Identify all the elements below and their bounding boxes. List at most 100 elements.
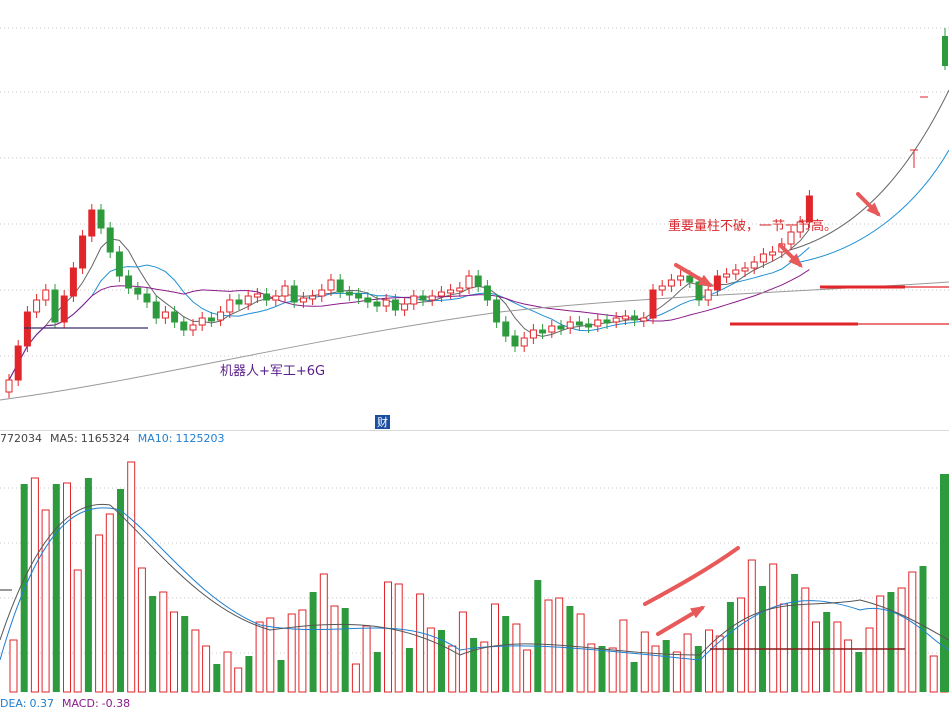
volume-bar — [9, 639, 18, 693]
macd-label: MACD: — [61, 697, 99, 710]
candle — [263, 293, 271, 301]
volume-bar — [566, 606, 574, 692]
candle — [42, 289, 50, 301]
volume-bar — [362, 625, 371, 693]
volume-bar — [394, 583, 403, 693]
candle — [281, 285, 289, 297]
moving-average-lines — [0, 89, 949, 401]
volume-bar — [844, 639, 853, 693]
volume-bar — [448, 645, 457, 693]
candle — [529, 329, 537, 339]
candle — [309, 295, 317, 300]
candle — [217, 311, 225, 321]
candle — [33, 299, 41, 313]
candle — [318, 289, 326, 297]
candle — [548, 325, 556, 333]
volume-bar — [95, 534, 104, 693]
ma5-line — [8, 228, 810, 381]
candle — [704, 289, 712, 301]
candle — [465, 275, 473, 289]
volume-bar — [651, 645, 660, 693]
volume-bar — [779, 603, 788, 693]
candle — [327, 279, 335, 291]
candle — [585, 323, 593, 328]
volume-bar — [149, 596, 157, 692]
volume-bar — [587, 643, 596, 693]
candle — [134, 287, 142, 295]
candle — [750, 261, 758, 269]
candle — [355, 293, 363, 299]
candle — [511, 335, 519, 347]
candle — [631, 315, 639, 321]
volume-bar — [73, 569, 82, 693]
candle — [456, 287, 464, 292]
volume-bar — [330, 605, 339, 693]
volume-bar — [202, 645, 211, 693]
volume-bar — [351, 663, 360, 693]
volume-bar — [405, 648, 413, 692]
candle — [391, 299, 399, 311]
arrow-head — [690, 605, 706, 619]
volume-bar — [309, 592, 317, 692]
candle — [686, 275, 694, 283]
volume-bar — [30, 477, 39, 693]
candle — [97, 209, 105, 229]
candle — [667, 279, 675, 287]
volume-bar — [737, 597, 746, 693]
arrow-head — [788, 253, 803, 268]
volume-bar — [630, 662, 638, 692]
macd-value: -0.38 — [101, 697, 131, 710]
candle — [410, 295, 418, 305]
candle — [171, 311, 179, 323]
candle — [474, 275, 482, 287]
ma10-tail — [799, 149, 949, 263]
volume-bar — [298, 609, 307, 693]
candle — [152, 301, 160, 319]
candle — [401, 303, 409, 311]
volume-bar — [833, 621, 842, 693]
candle — [345, 291, 353, 296]
volume-bar — [747, 559, 756, 693]
volume-bar — [20, 484, 28, 692]
support-lines — [24, 285, 949, 329]
volume-bar — [576, 613, 585, 693]
candle — [658, 285, 666, 291]
volume-bars — [0, 461, 949, 693]
candle — [419, 295, 427, 301]
vol-ma5-line — [0, 503, 949, 656]
volume-bar — [887, 592, 895, 692]
candle — [244, 295, 252, 305]
price-gridlines — [0, 27, 949, 357]
candle — [180, 321, 188, 331]
volume-bar — [598, 646, 606, 692]
volume-bar — [865, 627, 874, 693]
volume-bar — [52, 484, 60, 692]
volume-bar — [63, 482, 71, 693]
volume-bar — [855, 652, 863, 692]
candle — [373, 301, 381, 307]
candle — [796, 221, 804, 233]
volume-bar — [384, 581, 392, 693]
volume-bar — [619, 619, 628, 693]
volume-bar — [319, 573, 328, 693]
volume-bar — [929, 655, 938, 693]
volume-value: 772034 — [0, 432, 42, 445]
volume-bar — [159, 591, 168, 693]
volume-bar — [341, 608, 349, 692]
ma5-value: 1165324 — [80, 432, 130, 445]
candle — [299, 297, 307, 303]
candle — [272, 295, 280, 301]
volume-bar — [512, 623, 521, 693]
candle — [566, 321, 574, 329]
fin-badge[interactable] — [375, 415, 390, 429]
candle — [23, 311, 31, 347]
candle — [447, 289, 455, 294]
candle — [539, 329, 547, 334]
candle — [437, 291, 445, 297]
volume-bar — [480, 641, 489, 693]
volume-bar — [791, 574, 799, 692]
candle — [235, 299, 243, 305]
candle — [253, 293, 261, 298]
candle — [621, 315, 629, 320]
